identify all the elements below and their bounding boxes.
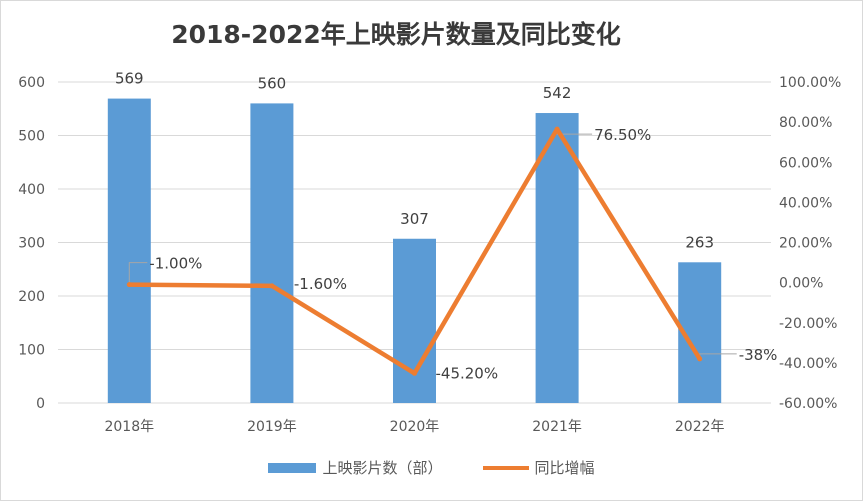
- bar-value-label: 560: [258, 74, 287, 92]
- line-point: [126, 282, 132, 288]
- bar: [393, 238, 436, 403]
- y-left-tick-label: 0: [36, 396, 45, 412]
- bar-value-label: 569: [115, 70, 144, 88]
- line-value-label: -45.20%: [436, 364, 499, 382]
- y-left-tick-label: 400: [18, 182, 45, 198]
- bar-value-label: 542: [543, 84, 572, 102]
- bar-value-label: 263: [685, 233, 714, 251]
- x-tick-label: 2021年: [532, 419, 582, 435]
- line-value-label: -1.00%: [149, 255, 202, 273]
- label-leader: [128, 262, 148, 285]
- chart-title: 2018-2022年上映影片数量及同比变化: [171, 20, 621, 49]
- y-right-tick-label: 0.00%: [779, 276, 823, 292]
- y-left-tick-label: 100: [18, 343, 45, 359]
- line-series: [126, 126, 703, 376]
- y-right-tick-label: 40.00%: [779, 195, 832, 211]
- line-point: [412, 370, 417, 376]
- line-point: [269, 283, 275, 289]
- bar: [535, 113, 579, 403]
- line-value-label: 76.50%: [594, 126, 651, 144]
- legend: 上映影片数（部） 同比增幅: [1, 457, 862, 478]
- axis-labels: 0 100 200 300 400 500 600 -60.00% -40.00% -20.00%…: [18, 75, 841, 435]
- legend-label-bars: 上映影片数（部）: [322, 459, 443, 477]
- bar-value-label: 307: [400, 210, 429, 228]
- y-right-tick-label: -60.00%: [779, 396, 837, 412]
- data-labels: 569 560 307 542 263 -1.00% -1.60% -45.20% 76.50%…: [115, 70, 777, 383]
- x-tick-label: 2020年: [390, 419, 440, 435]
- y-right-tick-label: -40.00%: [779, 356, 837, 372]
- bar: [250, 103, 294, 404]
- legend-label-line: 同比增幅: [534, 459, 595, 477]
- bar-series: [107, 98, 722, 404]
- y-left-tick-label: 600: [18, 75, 45, 91]
- bar: [107, 98, 151, 404]
- y-right-tick-label: -20.00%: [779, 316, 837, 332]
- line-value-label: -1.60%: [294, 275, 347, 293]
- y-right-tick-label: 100.00%: [779, 75, 841, 91]
- line-point: [554, 126, 560, 132]
- x-tick-label: 2018年: [104, 419, 154, 435]
- x-tick-label: 2022年: [675, 419, 725, 435]
- legend-item-bars: 上映影片数（部）: [268, 457, 443, 478]
- line-value-label: -38%: [739, 346, 778, 364]
- legend-swatch-bar: [268, 462, 317, 473]
- x-tick-label: 2019年: [247, 419, 297, 435]
- legend-swatch-line: [482, 465, 529, 470]
- y-left-tick-label: 200: [18, 289, 45, 305]
- y-right-tick-label: 80.00%: [779, 115, 832, 131]
- y-left-tick-label: 300: [18, 236, 45, 252]
- y-left-tick-label: 500: [18, 129, 45, 145]
- legend-item-line: 同比增幅: [482, 457, 595, 478]
- line-point: [697, 356, 703, 362]
- y-right-tick-label: 20.00%: [779, 236, 832, 252]
- y-right-tick-label: 60.00%: [779, 155, 832, 171]
